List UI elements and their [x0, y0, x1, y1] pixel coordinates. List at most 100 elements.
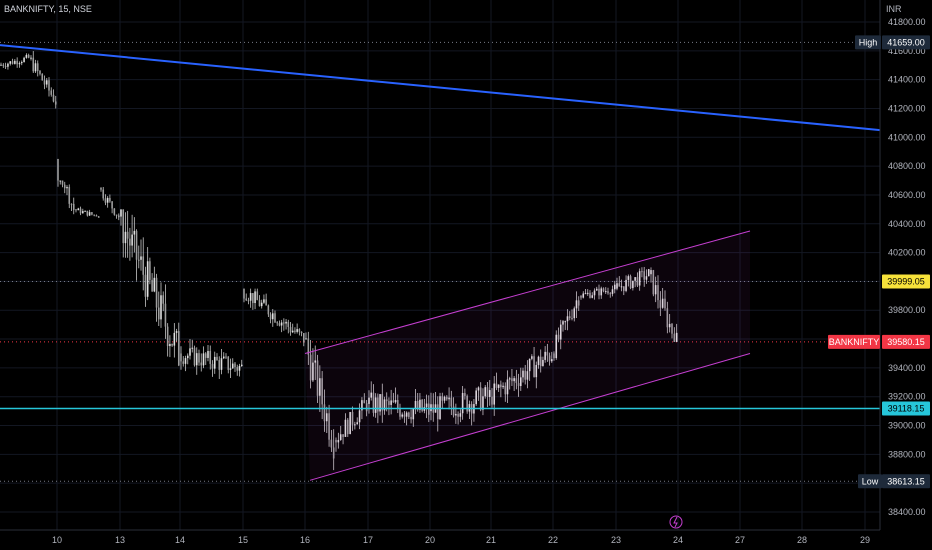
price-tick-label: 39200.00	[888, 392, 926, 402]
candle-body	[260, 302, 263, 307]
time-tick-label: 15	[238, 535, 248, 545]
candle-body	[57, 158, 59, 181]
candle-body	[459, 413, 462, 417]
candle-body	[209, 351, 212, 364]
candle-body	[430, 404, 432, 412]
candle-body	[79, 208, 82, 214]
candle-body	[522, 370, 524, 378]
candle-body	[36, 63, 39, 71]
candle-body	[643, 271, 645, 280]
time-tick-label: 20	[425, 535, 435, 545]
candle-body	[160, 295, 162, 320]
close-label: BANKNIFTY	[829, 337, 880, 347]
candle-body	[285, 321, 287, 324]
candle-body	[629, 276, 632, 289]
candle-body	[298, 329, 301, 332]
candle-body	[564, 321, 567, 323]
candle-body	[97, 216, 100, 218]
candle-body	[535, 364, 538, 378]
candle-body	[166, 326, 169, 347]
price-tick-label: 41200.00	[888, 103, 926, 113]
time-axis[interactable]: 10 13 14 15 16 17 20 21 22 23 24 27 28 29	[0, 529, 880, 545]
candle-body	[559, 324, 562, 340]
candle-body	[140, 256, 142, 260]
candle-body	[63, 184, 66, 189]
candle-body	[537, 356, 540, 365]
candle-body	[162, 295, 165, 304]
candle-body	[358, 410, 361, 423]
grid-lines	[0, 0, 880, 530]
candle-body	[399, 408, 401, 417]
candle-body	[666, 308, 669, 328]
candle-body	[370, 392, 373, 398]
candle-body	[452, 406, 455, 416]
candle-body	[383, 399, 386, 411]
candle-body	[25, 54, 28, 58]
yellow-value: 39999.05	[887, 277, 925, 287]
candle-body	[401, 414, 404, 417]
candle-body	[627, 276, 630, 280]
candle-body	[455, 413, 457, 416]
candle-body	[220, 358, 223, 370]
candle-body	[93, 214, 95, 216]
candle-body	[500, 384, 502, 388]
candle-body	[155, 277, 158, 308]
time-tick-label: 14	[175, 535, 185, 545]
candle-body	[314, 360, 317, 363]
candlesticks	[0, 51, 678, 471]
event-icon[interactable]	[669, 515, 683, 529]
candle-body	[580, 295, 582, 298]
candle-body	[566, 316, 569, 322]
candle-body	[189, 348, 191, 356]
low-value: 38613.15	[887, 476, 925, 486]
candle-body	[595, 288, 598, 291]
candle-body	[263, 299, 265, 303]
candle-body	[421, 399, 423, 411]
candle-body	[27, 54, 30, 58]
candle-body	[102, 189, 105, 199]
candle-body	[182, 361, 185, 364]
candle-body	[171, 343, 173, 346]
candle-body	[531, 356, 533, 359]
candle-body	[661, 298, 664, 308]
candle-body	[294, 330, 296, 332]
candle-body	[330, 439, 333, 448]
candle-body	[4, 66, 7, 68]
candle-body	[300, 331, 303, 334]
candle-body	[30, 57, 32, 59]
candle-body	[513, 378, 515, 382]
candle-body	[337, 439, 340, 443]
candle-body	[502, 385, 504, 388]
candle-body	[589, 292, 591, 298]
candle-body	[553, 353, 555, 359]
candle-body	[477, 387, 480, 391]
candle-body	[70, 203, 73, 205]
candle-body	[394, 400, 397, 403]
candle-body	[254, 291, 256, 304]
candle-body	[479, 387, 482, 410]
candle-body	[289, 327, 292, 333]
time-tick-label: 10	[52, 535, 62, 545]
candle-body	[258, 300, 261, 307]
candle-body	[180, 353, 182, 362]
candle-body	[607, 291, 609, 294]
candle-body	[339, 434, 342, 440]
price-tick-label: 38400.00	[888, 507, 926, 517]
candle-body	[77, 208, 80, 211]
candle-body	[200, 362, 203, 366]
price-tick-label: 41600.00	[888, 46, 926, 56]
candle-body	[122, 209, 125, 244]
low-value-box	[882, 474, 930, 489]
candle-body	[632, 280, 634, 289]
candle-body	[361, 400, 363, 411]
candle-body	[276, 322, 279, 324]
candle-body	[153, 277, 156, 292]
candle-body	[280, 322, 283, 326]
high-value-box	[882, 35, 930, 50]
candle-body	[365, 403, 368, 412]
close-value: 39580.15	[887, 337, 925, 347]
candle-body	[135, 230, 138, 260]
candle-body	[302, 333, 305, 343]
candle-body	[9, 61, 12, 64]
